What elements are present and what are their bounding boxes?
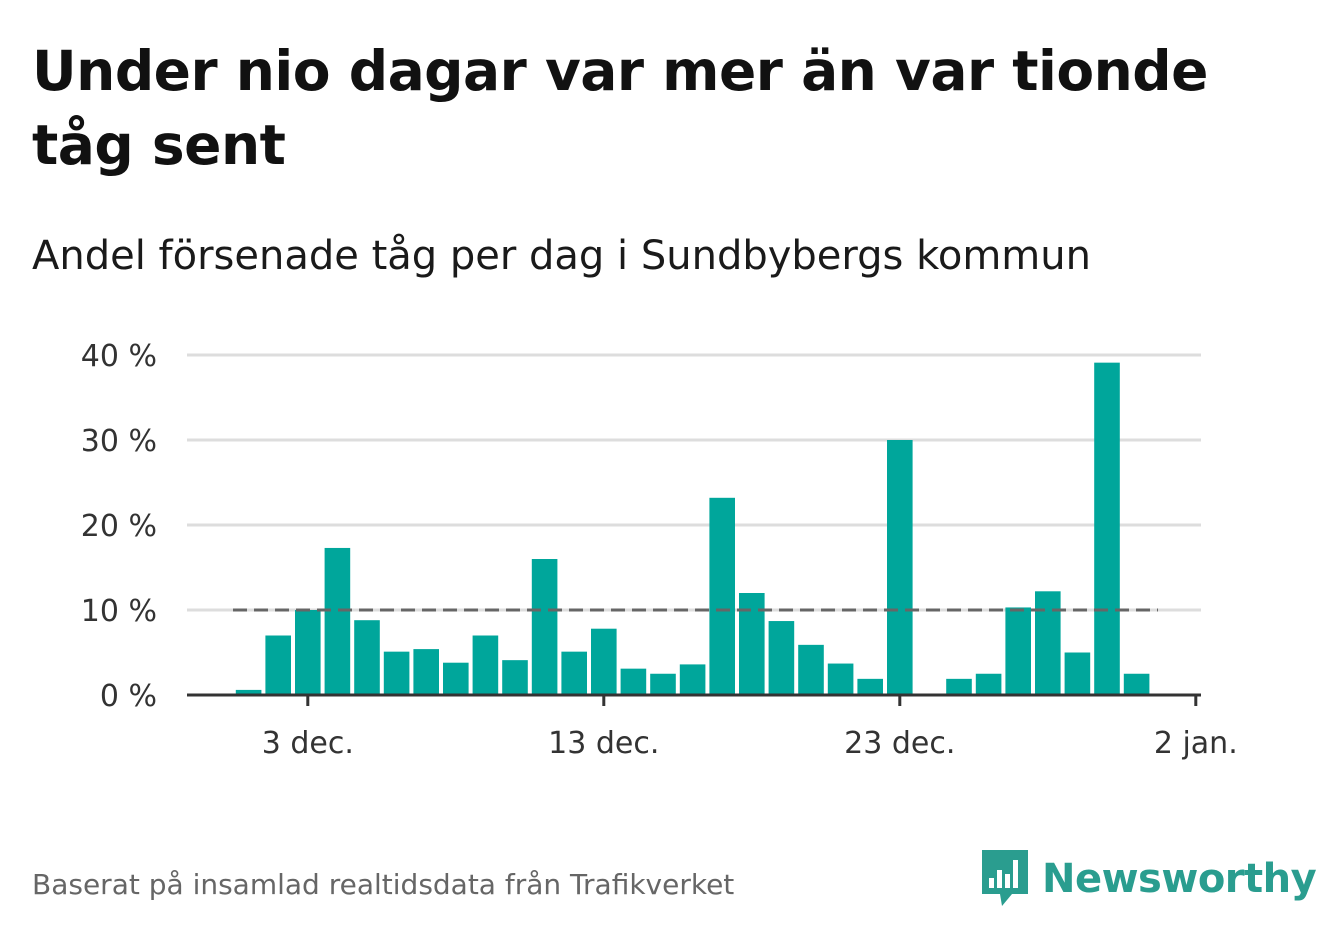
- bar: [650, 673, 676, 695]
- bar: [620, 668, 647, 695]
- y-tick-label: 0 %: [100, 679, 157, 714]
- bar: [887, 440, 913, 695]
- bar: [354, 620, 380, 695]
- bar: [1123, 673, 1150, 695]
- bar: [383, 651, 410, 695]
- bar: [561, 651, 587, 695]
- x-tick-label: 3 dec.: [262, 726, 354, 761]
- chart-subtitle: Andel försenade tåg per dag i Sundbyberg…: [32, 233, 1091, 279]
- x-tick-label: 2 jan.: [1154, 726, 1238, 761]
- bar: [531, 559, 558, 695]
- bar: [472, 635, 499, 695]
- bar: [591, 628, 617, 695]
- bar: [946, 678, 972, 695]
- bar: [1064, 652, 1091, 695]
- bar: [768, 621, 795, 695]
- bar: [324, 547, 351, 695]
- bar-chart: 0 % 10 % 20 % 30 % 40 % 3 dec. 13 dec. 23 dec.…: [81, 339, 1238, 761]
- bar: [827, 663, 854, 695]
- x-tick-label: 13 dec.: [548, 726, 659, 761]
- bar: [975, 673, 1002, 695]
- bar: [1005, 607, 1031, 695]
- bar: [679, 664, 706, 695]
- bar: [1035, 591, 1061, 695]
- bar: [235, 689, 262, 695]
- bar: [265, 635, 291, 695]
- bar: [739, 593, 765, 695]
- bar: [443, 662, 469, 695]
- y-tick-label: 20 %: [81, 509, 157, 544]
- bar: [413, 649, 439, 695]
- x-tick-label: 23 dec.: [844, 726, 955, 761]
- bar: [709, 497, 735, 695]
- bars: [235, 362, 1150, 695]
- source-note: Baserat på insamlad realtidsdata från Tr…: [32, 868, 735, 901]
- brand-name: Newsworthy: [1042, 856, 1317, 902]
- bar: [295, 610, 321, 695]
- y-tick-label: 30 %: [81, 424, 157, 459]
- y-tick-label: 40 %: [81, 339, 157, 374]
- y-axis-labels: 0 % 10 % 20 % 30 % 40 %: [81, 339, 157, 714]
- bar: [857, 678, 883, 695]
- y-tick-label: 10 %: [81, 594, 157, 629]
- bar: [798, 644, 824, 695]
- newsworthy-logo-icon: [982, 850, 1028, 906]
- x-axis-ticks: 3 dec. 13 dec. 23 dec. 2 jan.: [262, 695, 1238, 761]
- chart-title: Under nio dagar var mer än var tionde tå…: [32, 39, 1208, 177]
- brand-logo: Newsworthy: [980, 848, 1317, 910]
- bar: [502, 660, 528, 695]
- bar: [1094, 362, 1120, 695]
